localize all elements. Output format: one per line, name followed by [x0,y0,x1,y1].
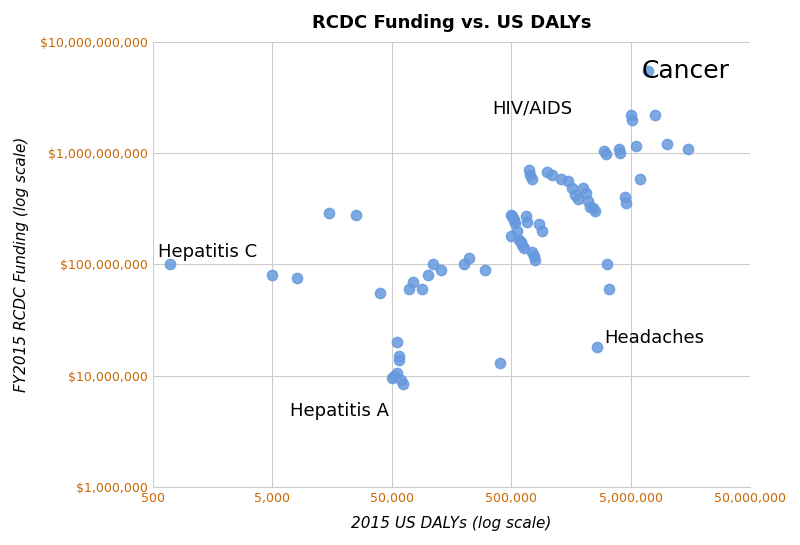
Point [266,271,278,280]
Point [406,277,419,286]
Point [506,212,518,221]
Point [626,115,638,124]
Point [519,211,532,220]
Point [422,271,434,280]
Point [522,166,535,175]
Point [508,216,521,225]
Point [390,338,403,347]
Point [416,285,429,294]
Point [599,149,612,158]
Point [602,285,615,294]
Text: HIV/AIDS: HIV/AIDS [493,100,573,118]
Title: RCDC Funding vs. US DALYs: RCDC Funding vs. US DALYs [312,14,591,32]
Point [521,218,534,227]
Point [541,168,554,177]
Point [577,183,590,192]
Point [323,209,336,217]
Point [660,140,673,149]
Point [505,232,518,240]
X-axis label: 2015 US DALYs (log scale): 2015 US DALYs (log scale) [351,516,552,531]
Point [393,355,406,364]
Point [579,189,592,197]
Point [601,260,614,269]
Point [649,111,662,119]
Point [478,265,491,274]
Point [535,227,548,235]
Point [387,372,400,380]
Point [588,207,601,216]
Point [462,253,475,262]
Point [525,175,538,184]
Point [598,147,610,155]
Point [505,210,518,219]
Point [397,379,410,388]
Point [586,204,599,213]
Point [562,177,574,185]
Point [374,289,386,298]
Point [634,175,646,184]
Point [524,171,537,179]
Point [624,111,637,119]
Point [584,202,597,211]
Point [435,265,448,274]
Point [571,194,584,203]
Text: Hepatitis C: Hepatitis C [158,243,257,261]
Point [568,191,581,199]
Point [509,219,522,227]
Point [682,144,694,153]
Point [565,183,578,192]
Point [614,149,626,158]
Point [518,244,530,252]
Point [532,220,545,228]
Point [582,197,594,205]
Point [613,144,626,153]
Point [390,369,403,378]
Point [527,251,540,260]
Point [546,171,558,180]
Point [164,260,177,269]
Point [402,285,415,294]
Point [458,260,470,269]
Point [506,214,519,222]
Point [386,374,398,383]
Point [493,359,506,367]
Text: Hepatitis A: Hepatitis A [290,402,389,420]
Point [629,142,642,151]
Point [350,210,362,219]
Point [618,193,631,202]
Point [510,227,523,235]
Point [590,343,603,352]
Y-axis label: FY2015 RCDC Funding (log scale): FY2015 RCDC Funding (log scale) [14,137,29,392]
Point [642,66,654,75]
Point [514,238,527,246]
Point [516,240,529,249]
Point [529,256,542,264]
Point [394,376,407,384]
Point [426,260,439,269]
Text: Headaches: Headaches [604,329,704,347]
Point [526,247,538,256]
Point [393,352,406,361]
Point [554,174,567,183]
Point [513,236,526,245]
Text: Cancer: Cancer [642,59,730,83]
Point [620,198,633,207]
Point [290,274,303,283]
